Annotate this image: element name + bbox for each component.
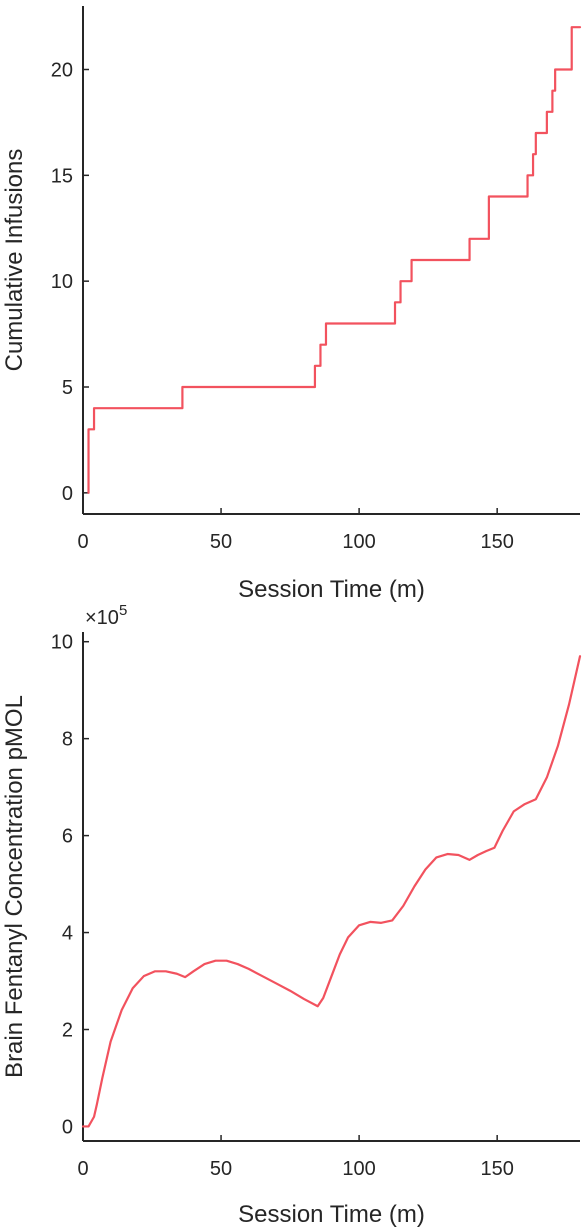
bottom-y-multiplier: ×105 <box>85 602 127 629</box>
bottom-series-line <box>81 655 582 1128</box>
top-y-tick-label: 5 <box>62 377 73 399</box>
top-x-tick-label: 100 <box>342 531 375 553</box>
bottom-y-tick-label: 10 <box>51 632 73 654</box>
bottom-x-axis-label: Session Time (m) <box>238 1201 425 1228</box>
bottom-y-multiplier-exponent: 5 <box>119 602 127 619</box>
bottom-x-tick-label: 150 <box>480 1158 513 1180</box>
top-y-tick-label: 10 <box>51 271 73 293</box>
top-x-tick-label: 50 <box>210 531 232 553</box>
top-x-tick-label: 150 <box>480 531 513 553</box>
bottom-chart: 0 50 100 150 0 2 4 6 8 10 Session Time (m) Brain Fe… <box>1 602 582 1228</box>
top-y-axis-label: Cumulative Infusions <box>1 149 28 372</box>
bottom-x-tick-label: 50 <box>210 1158 232 1180</box>
bottom-y-tick-label: 4 <box>62 923 73 945</box>
bottom-x-tick-label: 100 <box>342 1158 375 1180</box>
bottom-y-tick-label: 2 <box>62 1020 73 1042</box>
bottom-y-tick-label: 0 <box>62 1116 73 1138</box>
bottom-y-axis-label: Brain Fentanyl Concentration pMOL <box>1 695 28 1078</box>
top-y-tick-label: 20 <box>51 60 73 82</box>
top-series-line <box>87 26 582 494</box>
top-y-tick-label: 0 <box>62 483 73 505</box>
top-chart: 0 50 100 150 0 5 10 15 20 Session Time (m) Cumulat… <box>1 6 582 603</box>
bottom-x-tick-label: 0 <box>77 1158 88 1180</box>
bottom-y-tick-label: 8 <box>62 729 73 751</box>
bottom-y-tick-label: 6 <box>62 826 73 848</box>
top-x-tick-label: 0 <box>77 531 88 553</box>
top-x-axis-label: Session Time (m) <box>238 576 425 603</box>
top-y-tick-label: 15 <box>51 165 73 187</box>
